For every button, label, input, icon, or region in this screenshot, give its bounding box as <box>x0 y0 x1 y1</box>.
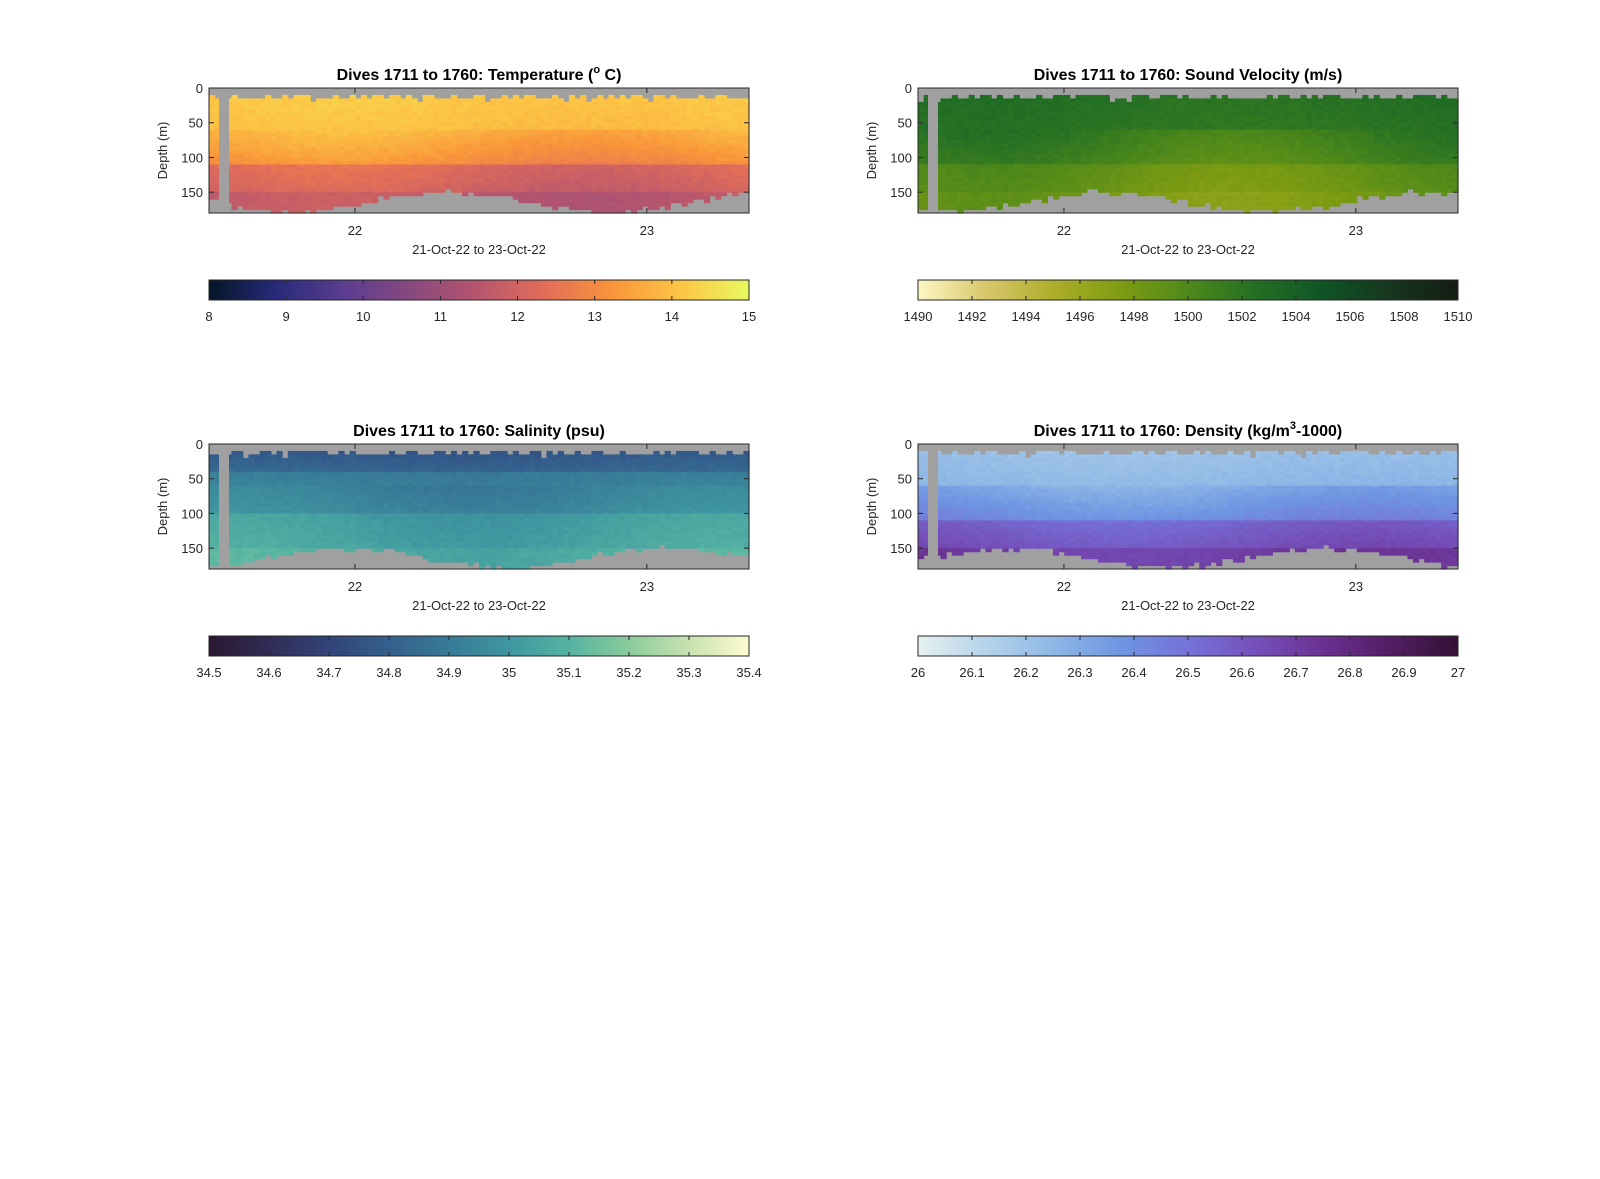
colorbar-gradient <box>208 635 750 657</box>
colorbar-tick-label: 26 <box>911 665 925 680</box>
colorbar-tick-label: 1502 <box>1228 309 1257 324</box>
colorbar-tick-label: 26.2 <box>1013 665 1038 680</box>
colorbar-gradient <box>208 279 750 301</box>
colorbar-tick-label: 35.3 <box>676 665 701 680</box>
y-tick-label: 100 <box>181 150 203 165</box>
y-tick-label: 100 <box>181 506 203 521</box>
colorbar: 8 9 10 11 12 13 14 15 <box>205 279 756 324</box>
x-tick-label: 23 <box>1349 579 1363 594</box>
colorbar-tick-label: 1490 <box>904 309 933 324</box>
x-axis-label: 21-Oct-22 to 23-Oct-22 <box>1121 598 1255 613</box>
data-gap <box>219 444 229 569</box>
axes-frame <box>208 87 750 214</box>
y-tick-label: 0 <box>905 437 912 452</box>
colorbar-tick-label: 34.5 <box>196 665 221 680</box>
colorbar-tick-label: 10 <box>356 309 370 324</box>
colorbar-tick-label: 1510 <box>1444 309 1473 324</box>
y-tick-label: 150 <box>181 541 203 556</box>
colorbar: 34.5 34.6 34.7 34.8 34.9 35 35.1 35.2 35.3 35.4 <box>196 635 762 680</box>
axes-frame <box>917 443 1459 570</box>
colorbar-tick-label: 26.3 <box>1067 665 1092 680</box>
heatmap-area <box>209 88 750 214</box>
y-tick-label: 150 <box>890 185 912 200</box>
panel-4: Dives 1711 to 1760: Density (kg/m3-1000)… <box>864 420 1465 680</box>
colorbar-tick-label: 34.6 <box>256 665 281 680</box>
colorbar-tick-label: 9 <box>283 309 290 324</box>
y-axis-label: Depth (m) <box>864 122 879 180</box>
chart-title: Dives 1711 to 1760: Salinity (psu) <box>353 423 605 440</box>
colorbar-tick-label: 34.7 <box>316 665 341 680</box>
y-axis-label: Depth (m) <box>155 478 170 536</box>
x-axis-label: 21-Oct-22 to 23-Oct-22 <box>1121 242 1255 257</box>
colorbar-tick-label: 1492 <box>958 309 987 324</box>
axes-frame <box>917 87 1459 214</box>
colorbar-tick-label: 27 <box>1451 665 1465 680</box>
x-tick-label: 23 <box>640 579 654 594</box>
chart-title: Dives 1711 to 1760: Sound Velocity (m/s) <box>1034 67 1343 84</box>
panel-2: Dives 1711 to 1760: Sound Velocity (m/s)… <box>864 67 1472 324</box>
y-tick-label: 50 <box>898 472 912 487</box>
y-tick-label: 0 <box>196 437 203 452</box>
x-tick-label: 22 <box>348 223 362 238</box>
chart-title: Dives 1711 to 1760: Temperature (o C) <box>337 64 622 84</box>
colorbar-tick-label: 12 <box>510 309 524 324</box>
colorbar-tick-label: 15 <box>742 309 756 324</box>
colorbar-tick-label: 26.1 <box>959 665 984 680</box>
y-axis-label: Depth (m) <box>155 122 170 180</box>
x-axis-label: 21-Oct-22 to 23-Oct-22 <box>412 242 546 257</box>
colorbar-tick-label: 1504 <box>1282 309 1311 324</box>
colorbar-tick-label: 26.9 <box>1391 665 1416 680</box>
colorbar-tick-label: 1506 <box>1336 309 1365 324</box>
colorbar-tick-label: 1496 <box>1066 309 1095 324</box>
x-axis-label: 21-Oct-22 to 23-Oct-22 <box>412 598 546 613</box>
colorbar: 1490 1492 1494 1496 1498 1500 1502 1504 1506 1508… <box>904 279 1473 324</box>
colorbar-tick-label: 13 <box>587 309 601 324</box>
panel-3: Dives 1711 to 1760: Salinity (psu) 0 50 100… <box>155 423 762 680</box>
x-tick-label: 22 <box>1057 223 1071 238</box>
data-gap <box>928 444 938 569</box>
x-tick-label: 22 <box>348 579 362 594</box>
heatmap-area <box>209 444 750 570</box>
y-tick-label: 50 <box>189 472 203 487</box>
x-tick-label: 23 <box>1349 223 1363 238</box>
colorbar-tick-label: 26.4 <box>1121 665 1146 680</box>
x-tick-label: 23 <box>640 223 654 238</box>
y-tick-label: 50 <box>189 116 203 131</box>
colorbar-tick-label: 8 <box>205 309 212 324</box>
data-gap <box>219 88 229 213</box>
colorbar-tick-label: 1498 <box>1120 309 1149 324</box>
axes-frame <box>208 443 750 570</box>
y-tick-label: 100 <box>890 506 912 521</box>
y-tick-label: 150 <box>890 541 912 556</box>
colorbar-tick-label: 14 <box>665 309 679 324</box>
colorbar-tick-label: 26.8 <box>1337 665 1362 680</box>
colorbar: 26 26.1 26.2 26.3 26.4 26.5 26.6 26.7 26.8 26.9 27 <box>911 635 1465 680</box>
colorbar-tick-label: 35.4 <box>736 665 761 680</box>
y-tick-label: 0 <box>196 81 203 96</box>
colorbar-tick-label: 26.5 <box>1175 665 1200 680</box>
colorbar-tick-label: 1494 <box>1012 309 1041 324</box>
colorbar-tick-label: 26.7 <box>1283 665 1308 680</box>
data-gap <box>928 88 938 213</box>
colorbar-tick-label: 35.2 <box>616 665 641 680</box>
colorbar-tick-label: 1500 <box>1174 309 1203 324</box>
colorbar-tick-label: 35 <box>502 665 516 680</box>
panel-1: Dives 1711 to 1760: Temperature (o C) 0 50… <box>155 64 756 324</box>
y-tick-label: 0 <box>905 81 912 96</box>
colorbar-tick-label: 34.8 <box>376 665 401 680</box>
y-tick-label: 150 <box>181 185 203 200</box>
heatmap-area <box>918 444 1459 570</box>
heatmap-area <box>918 88 1459 214</box>
colorbar-tick-label: 11 <box>434 309 448 324</box>
colorbar-tick-label: 1508 <box>1390 309 1419 324</box>
y-tick-label: 100 <box>890 150 912 165</box>
y-tick-label: 50 <box>898 116 912 131</box>
colorbar-tick-label: 34.9 <box>436 665 461 680</box>
x-tick-label: 22 <box>1057 579 1071 594</box>
y-axis-label: Depth (m) <box>864 478 879 536</box>
chart-title: Dives 1711 to 1760: Density (kg/m3-1000) <box>1034 420 1343 440</box>
colorbar-tick-label: 26.6 <box>1229 665 1254 680</box>
colorbar-tick-label: 35.1 <box>556 665 581 680</box>
